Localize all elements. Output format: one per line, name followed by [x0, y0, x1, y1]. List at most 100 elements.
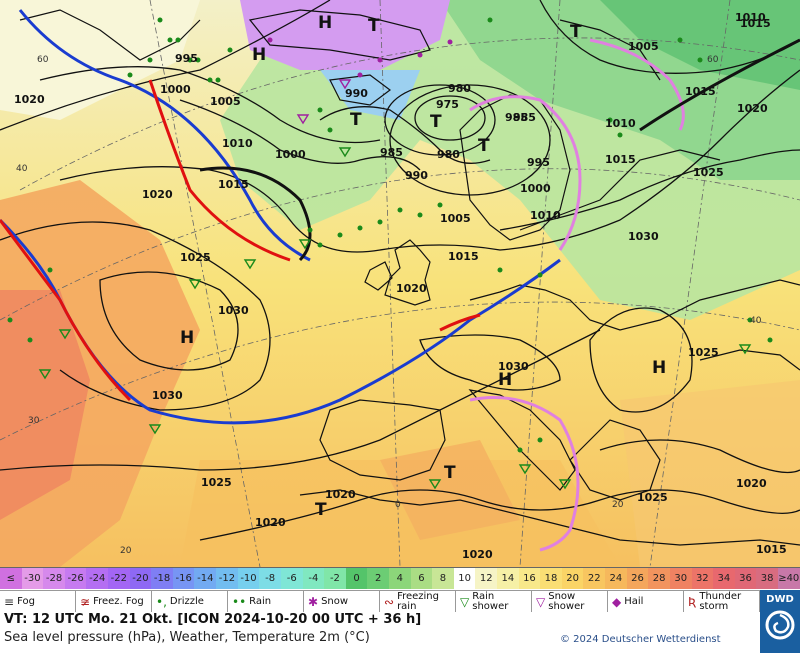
latitude-label: 0	[395, 500, 401, 510]
legend-label: Hail	[624, 596, 644, 607]
isobar-label: 1025	[688, 346, 719, 359]
latitude-label: 20	[120, 546, 132, 556]
legend-symbol-icon: Ʀ	[688, 595, 697, 609]
isobar-label: 985	[380, 146, 403, 159]
high-center: H	[498, 370, 512, 390]
isobar-label: 1015	[685, 85, 716, 98]
legend-item: ▽ Rain shower	[456, 591, 532, 613]
dwd-logo-text: DWD	[766, 594, 794, 605]
high-center: H	[252, 45, 266, 65]
legend-item: ≡ Fog	[0, 591, 76, 613]
isobar-label: 990	[345, 87, 368, 100]
temperature-scale-bin: 2	[367, 567, 389, 589]
legend-item: •• Rain	[228, 591, 304, 613]
isobar-label: 1015	[756, 543, 787, 556]
isobar-label: 1025	[180, 251, 211, 264]
isobar-label: 990	[405, 169, 428, 182]
legend-symbol-icon: ◆	[612, 595, 622, 609]
dwd-swirl-icon	[765, 610, 795, 640]
temperature-scale-bin: -12	[216, 567, 238, 589]
temperature-scale-bin: ≥40 °C	[777, 567, 800, 605]
legend-symbol-icon: ▽	[536, 595, 546, 609]
legend-item: ▽ Snow shower	[532, 591, 608, 613]
low-center: T	[570, 22, 582, 42]
temperature-scale-bin: 26	[626, 567, 649, 589]
isobar-label: 1020	[142, 188, 173, 201]
legend-label: Thunder storm	[699, 591, 742, 612]
temperature-scale-bin: -28	[43, 567, 65, 589]
legend-label: Snow shower	[548, 591, 585, 612]
isobar-label: 1005	[628, 40, 659, 53]
isobar-label: 1000	[275, 148, 306, 161]
temperature-scale-bin: 12	[475, 567, 498, 589]
dwd-logo: DWD	[760, 590, 800, 653]
temperature-field	[0, 0, 800, 567]
temperature-scale-bin: 28	[648, 567, 670, 589]
isobar-label: 1030	[218, 304, 249, 317]
isobar-label: 980	[437, 148, 460, 161]
temperature-scale-bin: -8	[259, 567, 281, 589]
isobar-label: 1020	[14, 93, 45, 106]
isobar-label: 1020	[736, 477, 767, 490]
low-center: T	[315, 500, 327, 520]
low-center: T	[350, 110, 362, 130]
temperature-scale-bin: -14	[194, 567, 217, 589]
legend-item: •, Drizzle	[152, 591, 228, 613]
isobar-label: 1015	[448, 250, 479, 263]
legend-item: ✱ Snow	[304, 591, 380, 613]
temperature-scale-bin: -16	[172, 567, 195, 589]
isobar-label: 1030	[152, 389, 183, 402]
legend-label: Fog	[17, 596, 35, 607]
temperature-scale-bin: 36	[734, 567, 757, 589]
isobar-label: 1015	[740, 17, 771, 30]
low-center: T	[478, 136, 490, 156]
temperature-scale-bin: ≤ -30	[0, 567, 22, 605]
legend-item: ≆ Freez. Fog	[76, 591, 152, 613]
temperature-scale-bin: 22	[583, 567, 606, 589]
isobar-label: 1025	[201, 476, 232, 489]
isobar-label: 1020	[396, 282, 427, 295]
isobar-label: 1010	[222, 137, 253, 150]
isobar-label: 1005	[210, 95, 241, 108]
legend-symbol-icon: ▽	[460, 595, 470, 609]
isobar-label: 1025	[637, 491, 668, 504]
grid-labels: 40 30 20 0 40 20 60 60	[16, 55, 762, 556]
isobar-label: 1015	[605, 153, 636, 166]
isobar-label: 1030	[498, 360, 529, 373]
coastlines	[19, 9, 800, 546]
temperature-scale-bin: 10	[453, 567, 476, 589]
temperature-scale-bin: 24	[605, 567, 627, 589]
latitude-label: 60	[37, 55, 49, 65]
temperature-scale-bin: 38	[756, 567, 778, 589]
legend-symbol-icon: ∾	[384, 595, 395, 609]
temperature-scale-bin: -18	[151, 567, 173, 589]
low-center: T	[430, 112, 442, 132]
legend-item: ◆ Hail	[608, 591, 684, 613]
pressure-labels: 1020100010051010101510209959851000101010…	[14, 11, 787, 561]
copyright-text: © 2024 Deutscher Wetterdienst	[560, 634, 721, 645]
latitude-label: 20	[612, 500, 624, 510]
weather-map: 1020 1000 1005 1010 1015 1020 995 985 1000 1010 10…	[0, 0, 800, 567]
temperature-scale-bin: -6	[280, 567, 303, 589]
isobar-label: 975	[436, 98, 459, 111]
temperature-scale-bin: -22	[108, 567, 130, 589]
isobar-label: 1020	[462, 548, 493, 561]
temperature-scale-bin: 34	[713, 567, 735, 589]
temperature-scale-bin: 8	[432, 567, 454, 589]
legend-symbol-icon: ≡	[4, 595, 15, 609]
isobar-label: 1020	[737, 102, 768, 115]
temperature-scale-bin: -20	[129, 567, 152, 589]
temperature-scale-bin: -10	[237, 567, 260, 589]
latitude-label: 40	[16, 164, 28, 174]
legend-label: Drizzle	[169, 596, 204, 607]
temperature-scale-bin: -4	[302, 567, 325, 589]
temperature-scale-bin: -2	[324, 567, 346, 589]
low-center: T	[444, 463, 456, 483]
latitude-label: 30	[28, 416, 40, 426]
isobar-label: 1010	[735, 11, 766, 24]
legend-label: Rain	[249, 596, 272, 607]
temperature-scale-bin: 32	[691, 567, 714, 589]
isobar-label: 1005	[440, 212, 471, 225]
temperature-scale-bin: 0	[345, 567, 368, 589]
isobar-label: 1015	[218, 178, 249, 191]
